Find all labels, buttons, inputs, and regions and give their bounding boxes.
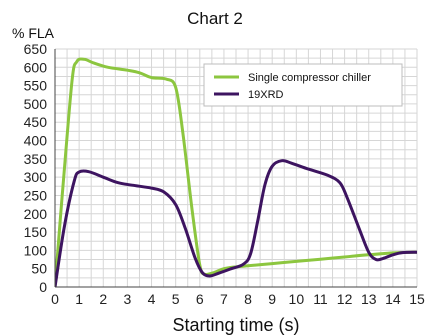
y-axis-label: % FLA	[12, 25, 55, 41]
x-tick-label: 15	[409, 291, 425, 307]
legend-label-0: Single compressor chiller	[248, 72, 371, 84]
x-tick-label: 11	[313, 291, 328, 307]
x-axis-label: Starting time (s)	[172, 315, 299, 335]
y-tick-label: 200	[24, 206, 48, 222]
y-tick-label: 350	[24, 151, 48, 167]
legend[interactable]: Single compressor chiller 19XRD	[203, 63, 403, 107]
y-tick-label: 400	[24, 133, 48, 149]
x-tick-label: 0	[51, 291, 59, 307]
x-tick-label: 1	[75, 291, 83, 307]
x-tick-label: 8	[244, 291, 252, 307]
axes	[54, 49, 417, 288]
y-tick-label: 650	[24, 41, 48, 57]
x-tick-label: 2	[99, 291, 107, 307]
x-tick-label: 12	[337, 291, 353, 307]
series-line-0	[55, 57, 417, 287]
series-line-1	[55, 159, 417, 287]
x-tick-label: 9	[268, 291, 276, 307]
y-tick-label: 100	[24, 242, 48, 258]
x-tick-label: 5	[172, 291, 180, 307]
y-tick-label: 50	[31, 261, 47, 277]
x-tick-label: 4	[148, 291, 156, 307]
y-tick-label: 250	[24, 187, 48, 203]
x-tick-label: 6	[196, 291, 204, 307]
chart-title: Chart 2	[187, 9, 243, 28]
y-tick-label: 300	[24, 169, 48, 185]
x-tick-label: 13	[361, 291, 377, 307]
x-tick-label: 3	[124, 291, 132, 307]
legend-box	[203, 63, 403, 107]
tick-labels: 0501001502002503003504004505005506006500…	[24, 41, 425, 307]
y-tick-label: 150	[24, 224, 48, 240]
x-tick-label: 14	[385, 291, 401, 307]
y-tick-label: 550	[24, 78, 48, 94]
legend-label-1: 19XRD	[248, 89, 284, 101]
series-group	[55, 57, 417, 287]
y-tick-label: 0	[39, 279, 47, 295]
y-tick-label: 450	[24, 114, 48, 130]
x-tick-label: 7	[220, 291, 228, 307]
y-tick-label: 600	[24, 59, 48, 75]
y-tick-label: 500	[24, 96, 48, 112]
x-tick-label: 10	[289, 291, 305, 307]
